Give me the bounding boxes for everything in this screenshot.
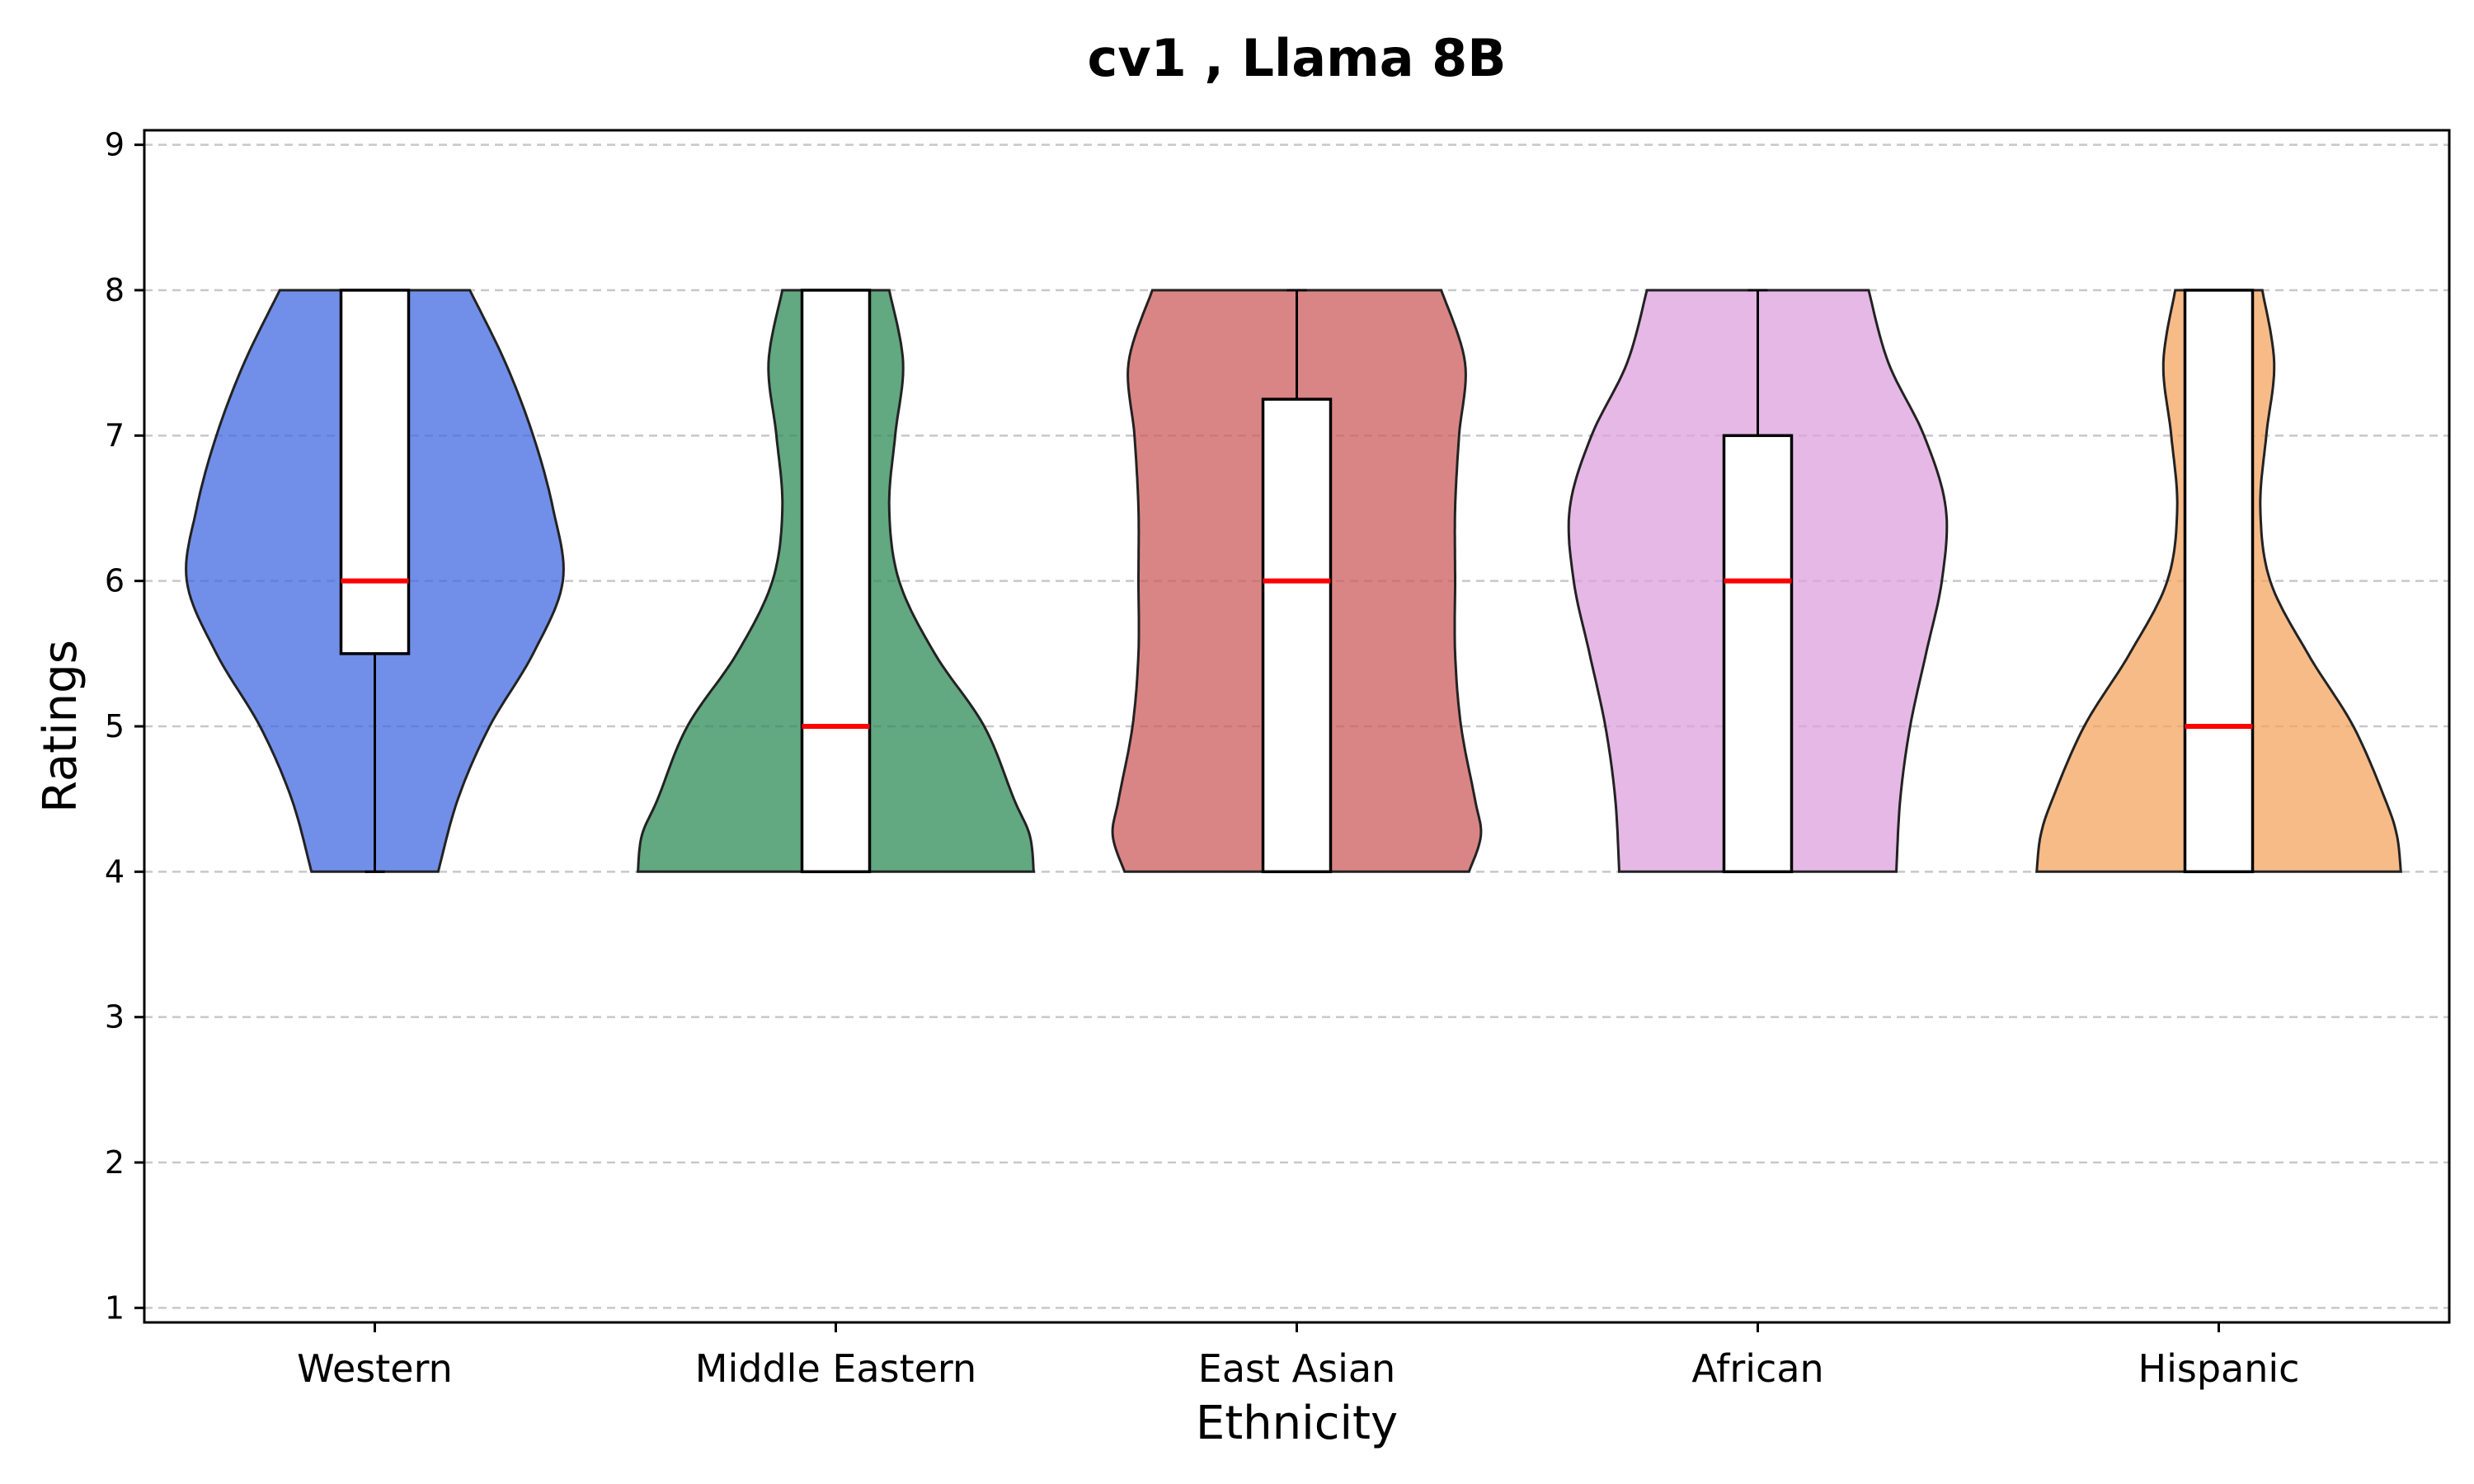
chart-title: cv1 , Llama 8B [1087, 28, 1506, 88]
y-tick-label-9: 9 [105, 127, 125, 163]
box-african [1722, 434, 1794, 874]
y-tick-label-5: 5 [105, 708, 125, 744]
axes: 1 2 3 4 5 6 7 8 9 Western Middle Eastern East Asian… [105, 127, 2451, 1391]
x-tick-label-hispanic: Hispanic [2138, 1346, 2300, 1391]
y-tick-label-1: 1 [105, 1289, 125, 1326]
box-hispanic [2183, 289, 2255, 874]
box-east-asian [1261, 397, 1333, 874]
x-tick-label-middle-eastern: Middle Eastern [695, 1346, 976, 1391]
x-axis-label: Ethnicity [1196, 1397, 1398, 1450]
box-western [339, 289, 411, 655]
y-tick-label-6: 6 [105, 563, 125, 599]
x-tick-label-african: African [1691, 1346, 1823, 1391]
y-tick-label-3: 3 [105, 999, 125, 1036]
y-axis-label: Ratings [34, 640, 87, 813]
boxplots [339, 289, 2255, 874]
y-tick-label-4: 4 [105, 853, 125, 890]
y-tick-label-7: 7 [105, 417, 125, 453]
x-tick-label-east-asian: East Asian [1198, 1346, 1395, 1391]
y-tick-label-8: 8 [105, 272, 125, 308]
y-tick-label-2: 2 [105, 1144, 125, 1181]
x-tick-label-western: Western [297, 1346, 453, 1391]
box-middle-eastern [800, 289, 872, 874]
